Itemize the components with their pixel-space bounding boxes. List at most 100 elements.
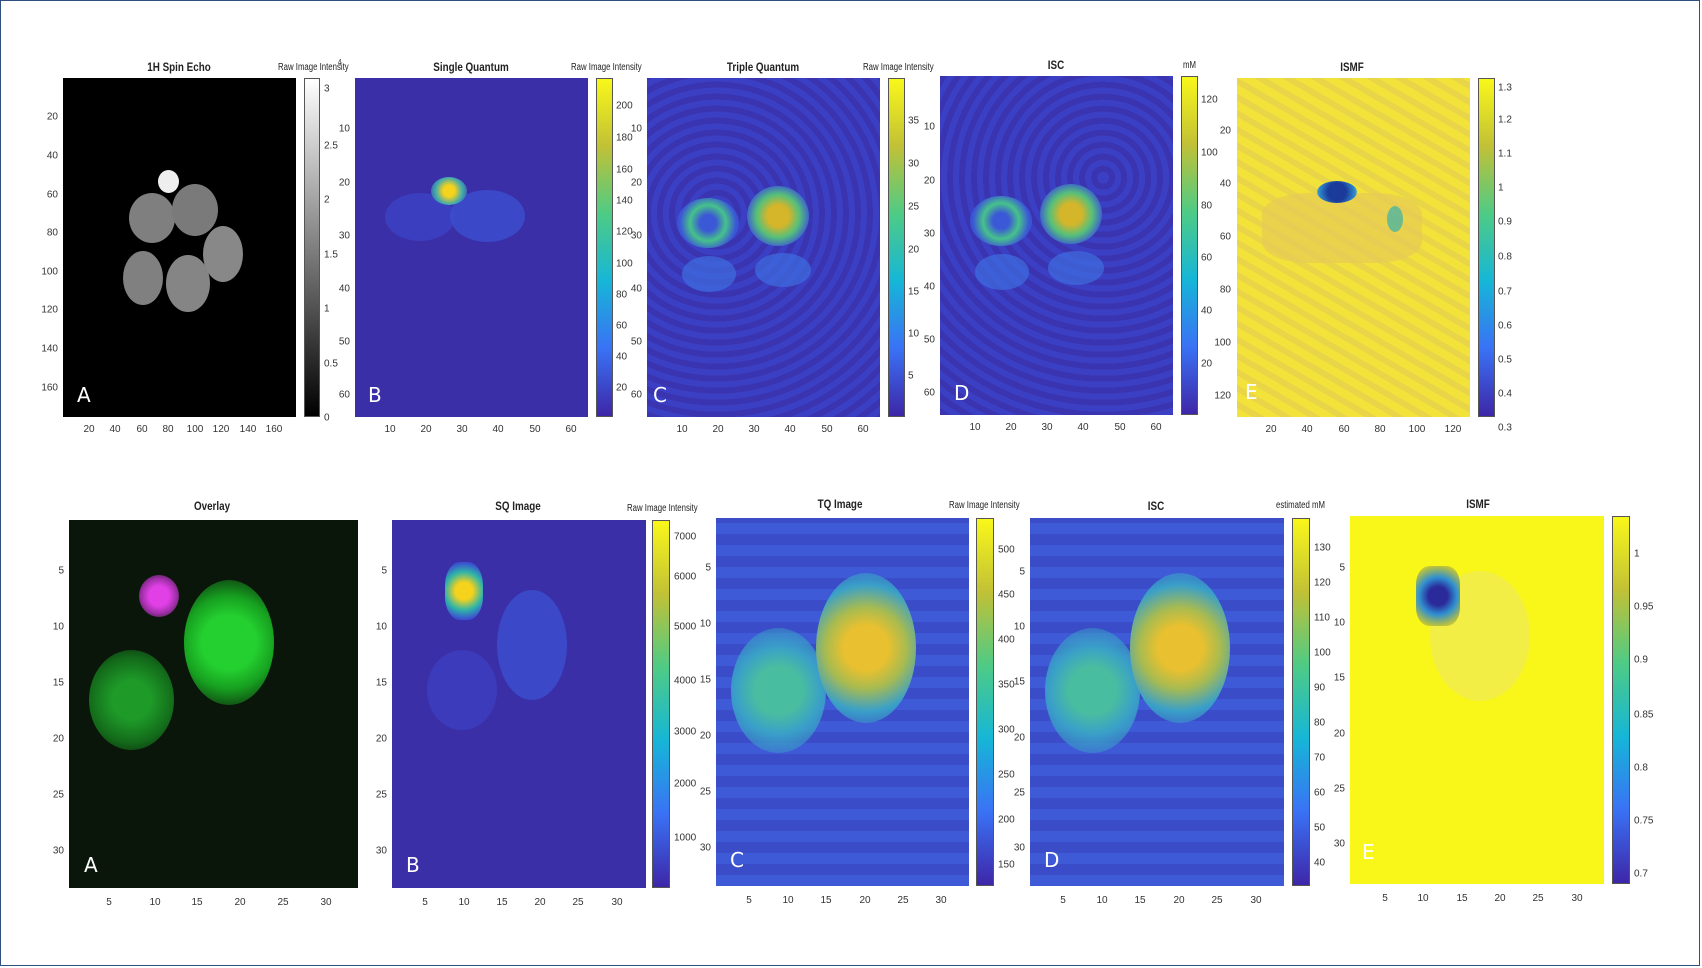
hot-spot [431,177,467,205]
low-ismf-spot [1317,181,1357,203]
colorbar-tick: 140 [616,195,633,207]
x-tick: 60 [857,424,869,435]
y-tick: 80 [1219,284,1231,296]
x-tick: 10 [969,422,981,433]
y-tick: 10 [1013,621,1025,633]
colorbar-label: Raw Image Intensity [863,62,934,73]
signal-region [755,253,811,287]
colorbar-tick: 60 [1201,252,1213,264]
y-tick: 10 [52,621,64,633]
y-tick: 60 [1219,231,1231,243]
x-tick: 60 [1150,422,1162,433]
colorbar-tick: 130 [1314,542,1331,554]
x-tick: 15 [1134,895,1146,906]
colorbar [652,520,670,888]
x-tick: 120 [212,424,230,435]
signal-region [427,650,497,730]
y-tick: 30 [375,845,387,857]
x-tick: 30 [456,424,468,435]
x-tick: 5 [1060,895,1066,906]
colorbar-tick: 20 [616,382,628,394]
panel-letter: B [406,853,420,877]
y-tick: 20 [1333,728,1345,740]
panel-title: ISC [1147,499,1165,513]
colorbar [1292,518,1310,886]
x-tick: 5 [746,895,752,906]
y-tick: 120 [1214,390,1231,402]
x-tick: 30 [1250,895,1262,906]
colorbar-tick: 2000 [674,778,697,790]
colorbar-tick: 40 [616,351,628,363]
colorbar-tick: 70 [1314,752,1326,764]
x-tick: 15 [820,895,832,906]
x-tick: 40 [492,424,504,435]
colorbar-tick: 0.9 [1498,216,1512,228]
y-tick: 5 [1339,562,1345,574]
colorbar-tick: 1.5 [324,249,338,261]
x-tick: 15 [496,897,508,908]
panel-letter: D [954,381,970,405]
colorbar [1181,76,1198,415]
colorbar-tick: 160 [616,164,633,176]
x-tick: 10 [782,895,794,906]
colorbar-tick: 180 [616,132,633,144]
x-tick: 40 [784,424,796,435]
x-tick: 20 [534,897,546,908]
colorbar-tick: 0.8 [1634,762,1648,774]
colorbar-tick: 200 [998,814,1015,826]
signal-region [1130,573,1230,723]
colorbar-tick: 30 [908,158,920,170]
panel-letter: C [653,383,667,407]
y-tick: 5 [1019,566,1025,578]
x-tick: 20 [234,897,246,908]
y-tick: 30 [630,230,642,242]
signal-region [731,628,826,753]
x-tick: 30 [935,895,947,906]
colorbar-tick: 1.3 [1498,82,1512,94]
x-tick: 10 [384,424,396,435]
colorbar-tick: 25 [908,201,920,213]
x-tick: 10 [676,424,688,435]
x-tick: 60 [1338,424,1350,435]
green-region [184,580,274,705]
colorbar [888,78,905,417]
x-tick: 5 [422,897,428,908]
panel-title: Single Quantum [433,60,509,74]
signal-region [970,196,1032,246]
colorbar-tick: 120 [1201,94,1218,106]
colorbar-tick: 300 [998,724,1015,736]
magenta-region [139,575,179,617]
colorbar-tick: 80 [616,289,628,301]
panel-title: ISMF [1340,60,1364,74]
colorbar-tick: 50 [1314,822,1326,834]
panel-letter: E [1245,380,1258,404]
x-tick: 160 [265,424,283,435]
colorbar-tick: 100 [616,258,633,270]
x-tick: 20 [1005,422,1017,433]
colorbar-tick: 0.75 [1634,815,1654,827]
y-tick: 15 [52,677,64,689]
x-tick: 20 [83,424,95,435]
y-tick: 160 [41,382,58,394]
y-tick: 10 [338,123,350,135]
x-tick: 20 [1265,424,1277,435]
sq-image [392,520,646,888]
ismf-image [1350,516,1604,884]
isc-estimated-image [1030,518,1284,886]
colorbar-tick: 0.6 [1498,320,1512,332]
y-tick: 50 [923,334,935,346]
y-tick: 20 [630,177,642,189]
y-tick: 20 [52,733,64,745]
y-tick: 25 [1013,787,1025,799]
x-tick: 40 [109,424,121,435]
colorbar-tick: 20 [1201,358,1213,370]
y-tick: 30 [1333,838,1345,850]
y-tick: 20 [375,733,387,745]
y-tick: 40 [338,283,350,295]
y-tick: 40 [630,283,642,295]
x-tick: 10 [1417,893,1429,904]
panel-letter: D [1044,848,1060,872]
colorbar-tick: 4000 [674,675,697,687]
colorbar-tick: 2 [324,194,330,206]
colorbar-tick: 100 [1314,647,1331,659]
